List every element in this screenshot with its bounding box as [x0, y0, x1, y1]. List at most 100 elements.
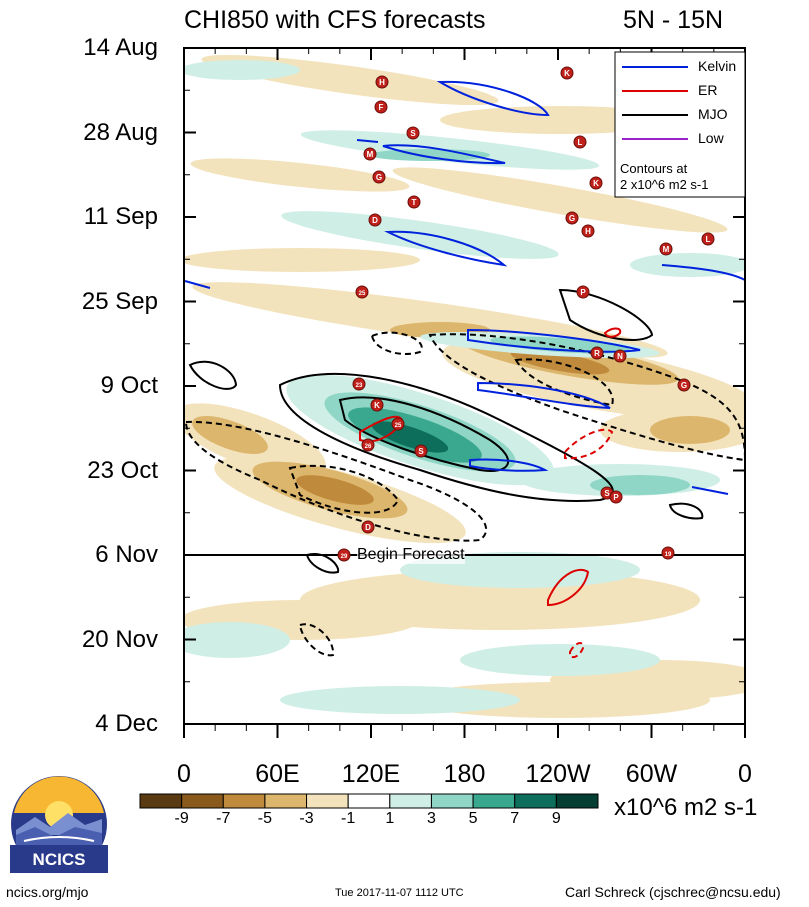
storm-marker: G: [677, 378, 691, 392]
chart-title: CHI850 with CFS forecasts: [184, 6, 486, 34]
storm-marker: 23: [352, 377, 366, 391]
contour-note-2: 2 x10^6 m2 s-1: [620, 177, 709, 192]
storm-marker-label: K: [564, 69, 570, 78]
storm-marker: 26: [361, 438, 375, 452]
footer-timestamp: Tue 2017-11-07 1112 UTC: [335, 887, 464, 899]
colorbar-swatch: [389, 793, 432, 809]
colorbar-swatch: [430, 793, 474, 809]
storm-marker: L: [573, 135, 587, 149]
storm-marker: 25: [355, 285, 369, 299]
y-tick-label: 9 Oct: [100, 372, 158, 399]
storm-marker-label: P: [613, 493, 619, 502]
y-tick-label: 25 Sep: [81, 287, 158, 315]
storm-marker-label: L: [706, 235, 711, 244]
storm-marker-label: K: [374, 401, 380, 410]
colorbar-level-label: -9: [174, 810, 189, 827]
storm-marker: F: [374, 100, 388, 114]
storm-marker-label: D: [365, 523, 371, 532]
y-tick-label: 11 Sep: [83, 203, 158, 230]
colorbar-level-label: 9: [551, 810, 561, 827]
colorbar-level-label: -3: [299, 810, 314, 827]
footer-url: ncics.org/mjo: [6, 884, 89, 900]
x-tick-label: 60W: [625, 760, 678, 788]
colorbar-swatch: [306, 793, 349, 809]
x-tick-label: 60E: [255, 760, 300, 788]
storm-marker-label: K: [593, 179, 599, 188]
storm-marker: R: [590, 346, 604, 360]
y-tick-label: 28 Aug: [83, 118, 158, 146]
storm-marker-label: M: [367, 150, 374, 159]
colorbar-swatch: [222, 793, 266, 809]
storm-marker: 19: [661, 546, 675, 560]
legend-label: ER: [698, 82, 718, 98]
colorbar-swatch: [139, 793, 183, 809]
storm-marker: 25: [391, 417, 405, 431]
storm-marker: P: [576, 285, 590, 299]
begin-forecast-label: Begin Forecast: [357, 546, 465, 564]
colorbar-swatch: [264, 793, 308, 809]
y-tick-label: 14 Aug: [83, 34, 158, 61]
storm-marker-label: R: [594, 349, 600, 358]
storm-marker: K: [589, 176, 603, 190]
ncics-logo: NCICS: [10, 776, 108, 873]
storm-marker: H: [375, 75, 389, 89]
storm-marker-label: 26: [365, 444, 372, 450]
x-tick-label: 180: [443, 760, 486, 788]
storm-marker-label: 25: [395, 423, 402, 429]
storm-marker: K: [370, 398, 384, 412]
colorbar-level-label: -7: [216, 810, 231, 827]
storm-marker-label: G: [569, 214, 575, 223]
x-tick-label: 120W: [525, 760, 591, 788]
colorbar-level-label: 5: [468, 810, 478, 827]
y-tick-label: 4 Dec: [95, 710, 158, 737]
legend-label: MJO: [698, 106, 728, 122]
storm-marker-label: H: [585, 227, 591, 236]
legend-label: Low: [698, 130, 724, 146]
storm-marker: 29: [337, 548, 351, 562]
storm-marker-label: D: [372, 216, 378, 225]
storm-marker: T: [407, 195, 421, 209]
storm-marker-label: 23: [356, 383, 363, 389]
storm-marker-label: L: [578, 138, 583, 147]
storm-marker: H: [581, 224, 595, 238]
x-tick-label: 120E: [341, 760, 401, 788]
chart-region-label: 5N - 15N: [623, 6, 724, 34]
storm-marker-label: 25: [359, 291, 366, 297]
storm-marker-label: P: [580, 288, 586, 297]
storm-marker-label: T: [412, 198, 417, 207]
storm-marker-label: G: [681, 381, 687, 390]
colorbar-swatch: [555, 793, 599, 809]
storm-marker: S: [414, 444, 428, 458]
contour-note-1: Contours at: [620, 161, 688, 176]
storm-marker: G: [565, 211, 579, 225]
y-tick-label: 20 Nov: [81, 625, 158, 653]
legend-label: Kelvin: [698, 58, 737, 74]
legend: [614, 51, 746, 198]
x-tick-label: 0: [738, 760, 752, 788]
x-tick-label: 0: [177, 760, 191, 788]
storm-marker: K: [560, 66, 574, 80]
y-tick-label: 6 Nov: [95, 541, 158, 568]
anomaly-shading: [184, 54, 745, 718]
storm-marker-label: S: [410, 129, 416, 138]
storm-marker-label: F: [379, 103, 384, 112]
storm-marker: L: [701, 232, 715, 246]
storm-marker-label: M: [663, 245, 670, 254]
colorbar-level-label: -5: [257, 810, 273, 827]
colorbar-swatch: [347, 793, 391, 809]
storm-marker-label: G: [376, 173, 382, 182]
colorbar-level-label: 3: [427, 810, 436, 827]
storm-marker-label: S: [418, 447, 424, 456]
storm-marker-label: 29: [341, 554, 348, 560]
storm-marker: D: [361, 520, 375, 534]
storm-marker: N: [613, 349, 627, 363]
storm-marker-label: 19: [665, 552, 672, 558]
colorbar-swatch: [181, 793, 224, 809]
storm-marker: M: [363, 147, 377, 161]
storm-marker: D: [368, 213, 382, 227]
y-tick-label: 23 Oct: [87, 456, 158, 484]
storm-marker: G: [372, 170, 386, 184]
storm-marker-label: H: [379, 78, 385, 87]
